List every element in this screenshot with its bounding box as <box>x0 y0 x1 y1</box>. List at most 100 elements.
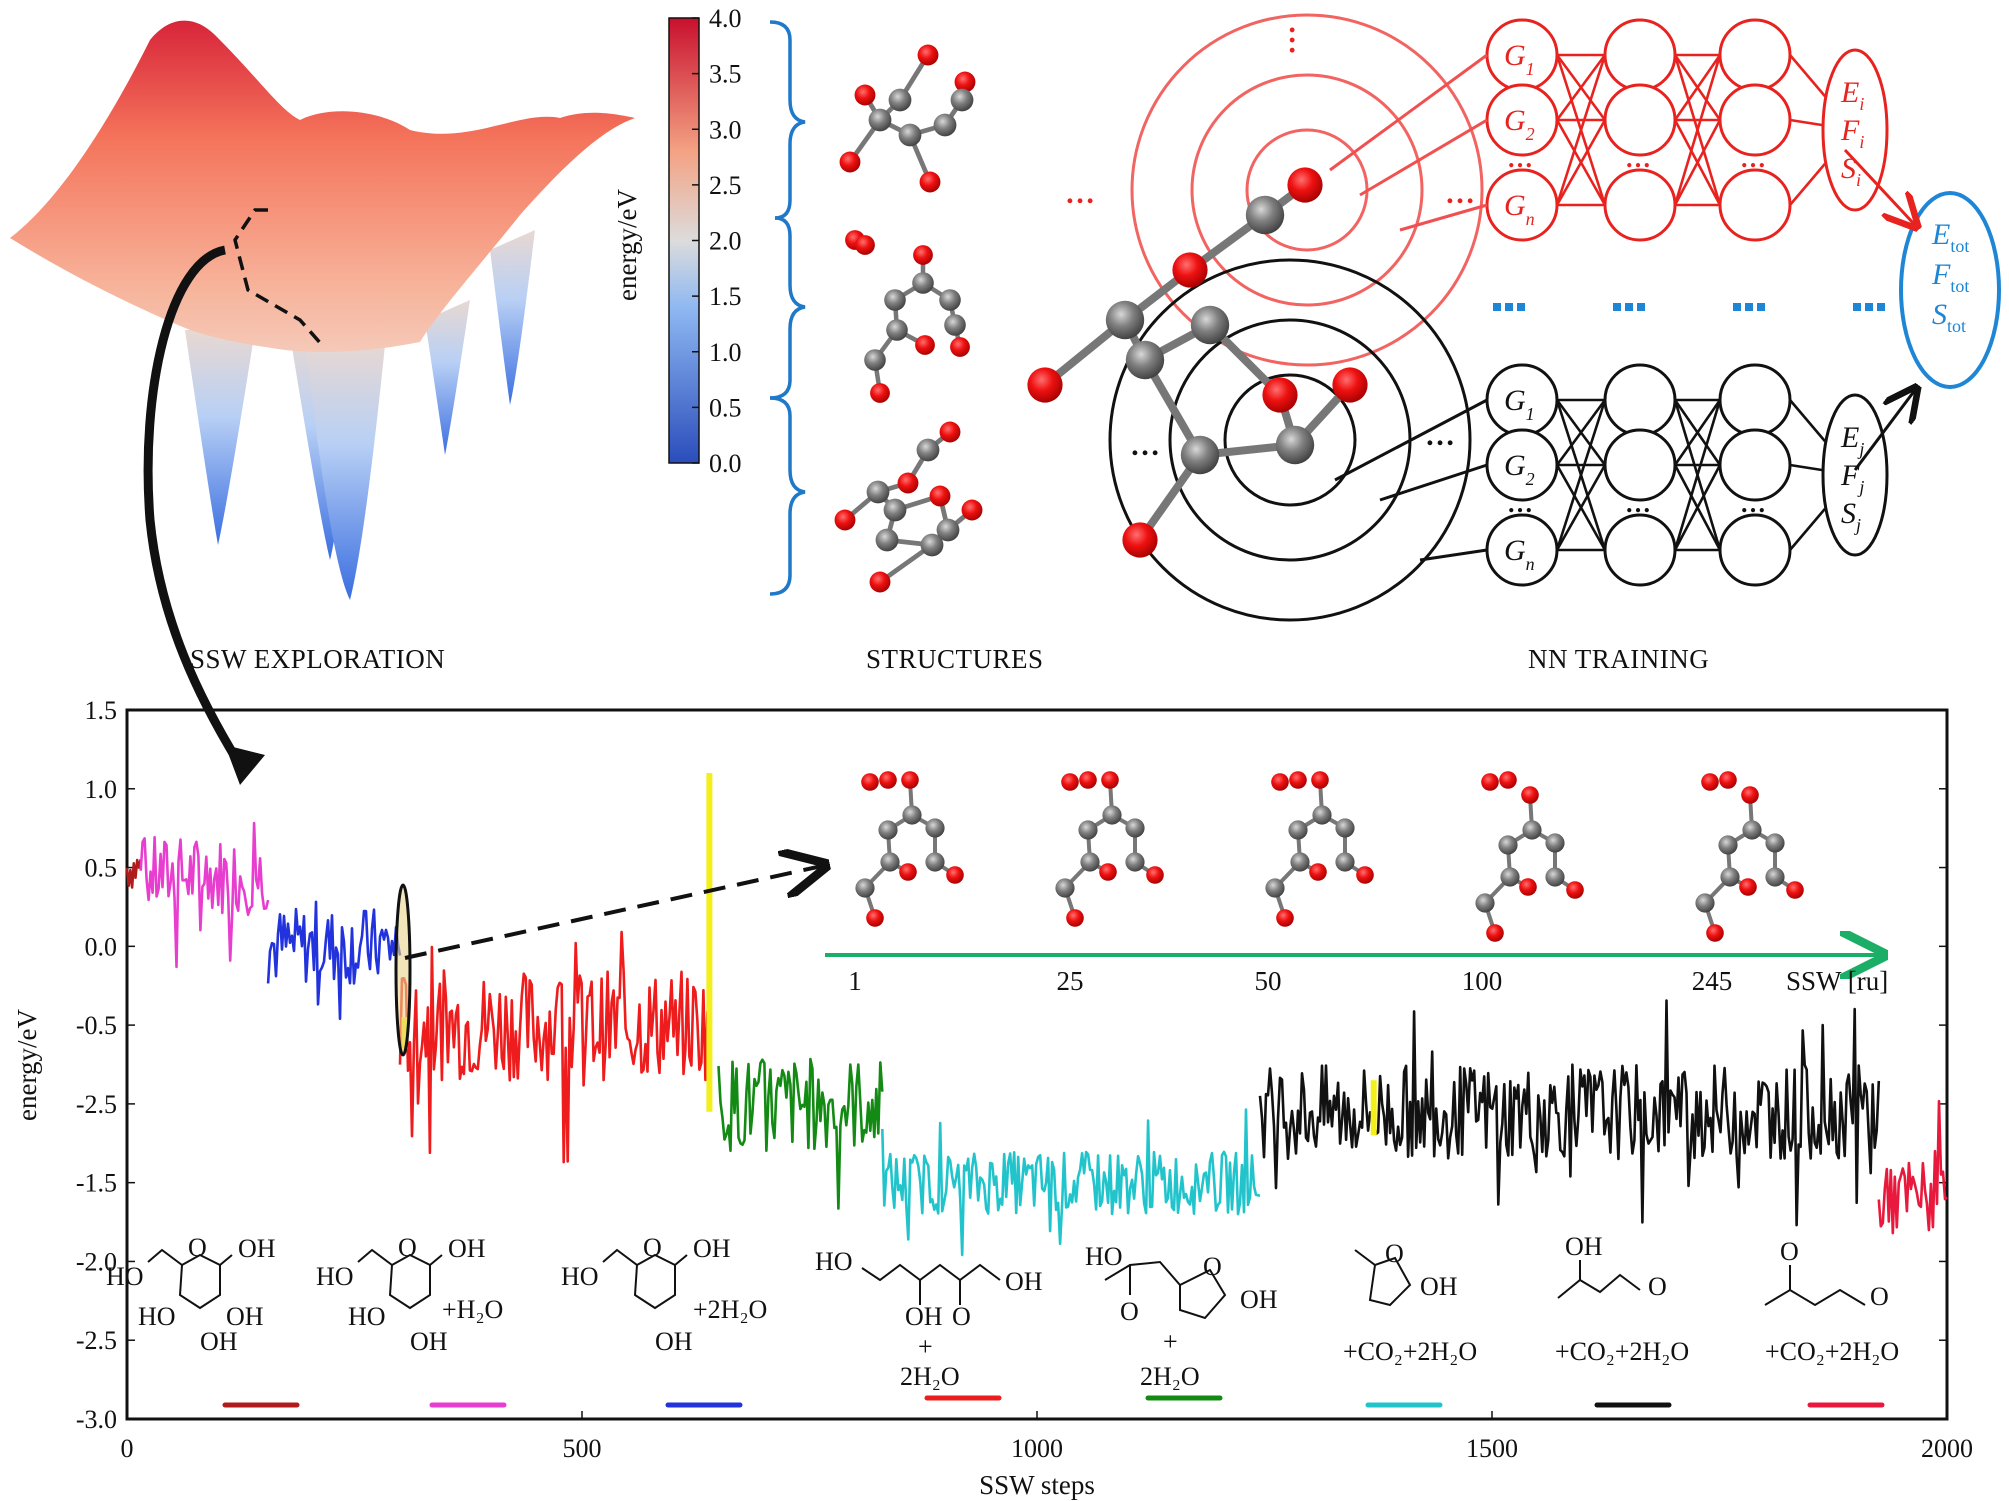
skeletal-bond <box>602 1248 638 1266</box>
chem-label: OH <box>448 1234 486 1263</box>
colorbar-tick-label: 1.0 <box>709 338 742 367</box>
skeletal-bond <box>633 1253 676 1310</box>
carbon-atom <box>1335 852 1355 872</box>
skeletal-bond <box>674 1254 688 1266</box>
curved-arrow-icon <box>143 245 244 768</box>
carbon-atom <box>1080 852 1100 872</box>
blue-dot <box>1757 303 1765 311</box>
carbon-atom <box>1102 805 1122 825</box>
nn-hidden-node <box>1603 168 1677 242</box>
product-suffix: +H₂O <box>442 1295 503 1324</box>
colorbar-tick-label: 0.5 <box>709 393 742 422</box>
oxygen-atom <box>954 71 976 93</box>
oxygen-atom <box>1262 377 1298 413</box>
energy-well-4 <box>425 300 470 455</box>
descriptor-link <box>1334 398 1488 482</box>
x-axis-label: SSW steps <box>979 1470 1095 1500</box>
colorbar-tick-label: 0.0 <box>709 449 742 478</box>
skeletal-bond <box>178 1253 221 1310</box>
colorbar-label: energy/eV <box>612 189 642 301</box>
nn-hidden-node <box>1718 168 1792 242</box>
oxygen-atom <box>1311 771 1329 789</box>
oxygen-atom <box>1566 881 1584 899</box>
panel-title-structures: STRUCTURES <box>866 644 1044 674</box>
carbon-atom <box>916 438 940 462</box>
total-output-label: Ftot <box>1931 258 1969 296</box>
skeletal-bond <box>1104 1260 1227 1320</box>
blue-dot <box>1517 303 1525 311</box>
series-line-furanone+2H2O <box>717 1057 884 1210</box>
carbon-atom <box>1245 195 1285 235</box>
blue-dot <box>1853 303 1861 311</box>
skeletal-bond <box>1764 1288 1866 1307</box>
carbon-atom <box>1742 820 1762 840</box>
oxygen-atom <box>834 509 856 531</box>
inset-structure <box>1475 771 1584 942</box>
oxygen-atom <box>915 335 935 355</box>
total-output-label: Etot <box>1931 218 1969 256</box>
oxygen-atom <box>929 485 951 507</box>
chem-label: OH <box>655 1327 693 1356</box>
ellipsis: … <box>1740 144 1766 173</box>
nn-connection <box>1673 119 1722 206</box>
carbon-atom <box>1500 867 1520 887</box>
center-molecule <box>1027 167 1368 558</box>
nn-connection <box>1673 399 1722 551</box>
nn-output-node <box>1821 393 1889 557</box>
oxygen-atom <box>1027 367 1063 403</box>
y-tick-label: 0.0 <box>85 932 118 961</box>
skeletal-bond <box>1354 1249 1412 1307</box>
product-suffix: +2H₂O <box>693 1295 767 1324</box>
nn-hidden-node <box>1603 513 1677 587</box>
chem-label: OH <box>1005 1267 1043 1296</box>
nn-connection <box>1555 54 1607 121</box>
chem-label: HO <box>316 1262 354 1291</box>
oxygen-atom <box>950 337 970 357</box>
ellipsis-red-right: … <box>1445 177 1475 210</box>
oxygen-atom <box>861 773 879 791</box>
y-axis-label: energy/eV <box>12 1009 42 1121</box>
chem-label: HO <box>138 1302 176 1331</box>
nn-connection <box>1789 507 1826 551</box>
descriptor-circles: … … … … … <box>1027 13 1484 622</box>
carbon-atom <box>1545 833 1565 853</box>
oxygen-atom <box>1276 909 1294 927</box>
arrow-j-to-total <box>1853 390 1915 471</box>
carbon-atom <box>1335 818 1355 838</box>
y-tick-label: -1.5 <box>76 1169 117 1198</box>
inset-tick-label: 50 <box>1255 966 1282 996</box>
oxygen-atom <box>913 245 933 265</box>
structure-molecules <box>834 44 983 593</box>
oxygen-atom <box>1066 909 1084 927</box>
nn-connection <box>1555 464 1607 551</box>
chem-label: O <box>1648 1272 1667 1301</box>
nn-connection <box>1789 118 1826 127</box>
chem-label: OH <box>1240 1285 1278 1314</box>
nn-hidden-node <box>1718 363 1792 437</box>
carbon-atom <box>1125 340 1165 380</box>
oxygen-atom <box>855 235 875 255</box>
carbon-atom <box>868 108 892 132</box>
curved-arrow-head-icon <box>225 745 265 785</box>
carbon-atom <box>864 349 886 371</box>
nn-connection <box>1673 464 1722 551</box>
oxygen-atom <box>1287 167 1323 203</box>
ellipsis-blue-row <box>1493 303 1885 311</box>
ellipsis: … <box>1625 144 1651 173</box>
series-line-glucose-2H2O <box>266 900 402 1021</box>
chem-label: OH <box>1420 1272 1458 1301</box>
chem-label: O <box>643 1233 662 1262</box>
oxygen-atom <box>1356 866 1374 884</box>
energy-chart: -3.0 -2.5 -2.0 -1.5 -2.5 -0.5 0.0 0.5 1.0 1.5 0 50… <box>12 696 1973 1500</box>
nn-hidden-node <box>1603 363 1677 437</box>
carbon-atom <box>1055 878 1075 898</box>
chem-label: HO <box>1085 1242 1123 1271</box>
nn-hidden-node <box>1603 83 1677 157</box>
y-tick-label: -3.0 <box>76 1405 117 1434</box>
inset-structure <box>855 771 964 927</box>
chem-label: O <box>1385 1239 1404 1268</box>
blue-dot <box>1625 303 1633 311</box>
energy-well-1 <box>185 330 255 545</box>
